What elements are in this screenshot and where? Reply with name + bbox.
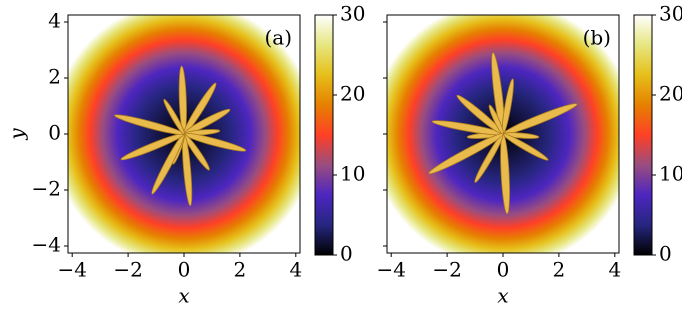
colorbar-tick-label: 20 bbox=[659, 82, 682, 106]
x-tick-label: −4 bbox=[57, 258, 86, 282]
x-tick-label: −2 bbox=[432, 258, 461, 282]
colorbar-tick-label: 20 bbox=[340, 82, 365, 106]
panel-label: (b) bbox=[583, 26, 611, 50]
colorbar-tick-label: 10 bbox=[340, 162, 365, 186]
panel-label: (a) bbox=[264, 26, 292, 50]
petals bbox=[114, 65, 247, 207]
x-axis-label: x bbox=[178, 284, 189, 308]
x-tick-label: 4 bbox=[608, 258, 621, 282]
petals bbox=[428, 52, 578, 215]
x-tick-label: 2 bbox=[553, 258, 566, 282]
colorbar bbox=[314, 14, 334, 256]
x-axis-label: x bbox=[497, 284, 508, 308]
y-tick-label: 2 bbox=[48, 65, 61, 89]
y-axis-label: y bbox=[5, 128, 29, 141]
y-tick-label: −2 bbox=[32, 177, 61, 201]
colorbar-tick-label: 30 bbox=[659, 2, 682, 26]
colorbar-tick-label: 0 bbox=[340, 242, 353, 266]
colorbar-tick-label: 10 bbox=[659, 162, 682, 186]
x-tick-label: −4 bbox=[376, 258, 405, 282]
x-tick-label: 4 bbox=[289, 258, 302, 282]
y-tick-label: 4 bbox=[48, 9, 61, 33]
x-tick-label: −2 bbox=[113, 258, 142, 282]
colorbar bbox=[633, 14, 653, 256]
y-tick-label: −4 bbox=[32, 233, 61, 257]
y-tick-label: 0 bbox=[48, 121, 61, 145]
colorbar-tick-label: 0 bbox=[659, 242, 672, 266]
x-tick-label: 0 bbox=[178, 258, 191, 282]
x-tick-label: 0 bbox=[497, 258, 510, 282]
x-tick-label: 2 bbox=[234, 258, 247, 282]
colorbar-tick-label: 30 bbox=[340, 2, 365, 26]
